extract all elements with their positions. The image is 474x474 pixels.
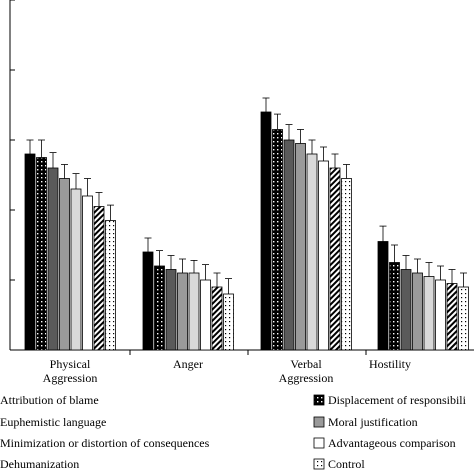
bar — [188, 272, 200, 351]
bar — [165, 269, 177, 351]
legend-label: Advantageous comparison — [328, 436, 456, 450]
bar — [47, 167, 59, 351]
legend-label: Displacement of responsibili — [328, 393, 467, 407]
bar — [318, 160, 329, 351]
bar — [177, 272, 188, 351]
legend-label: Minimization or distortion of consequenc… — [0, 436, 210, 450]
error-bar — [72, 173, 80, 189]
bar — [59, 178, 70, 351]
error-bar — [190, 259, 198, 273]
error-bar — [179, 258, 186, 273]
category-label: Physical — [50, 357, 91, 371]
error-bar — [425, 262, 433, 277]
bar — [70, 188, 82, 351]
error-bar — [84, 178, 91, 196]
bar — [36, 157, 47, 351]
bar — [260, 111, 272, 351]
bar-series — [24, 111, 469, 351]
bar — [283, 139, 295, 351]
error-bar — [225, 278, 232, 294]
legend-label: Dehumanization — [0, 457, 79, 471]
error-bar — [331, 153, 339, 168]
bar — [142, 251, 154, 351]
error-bar — [202, 264, 209, 280]
error-bar — [391, 244, 398, 263]
bar — [306, 153, 318, 351]
legend-swatch — [313, 437, 325, 449]
error-bar — [156, 250, 163, 266]
error-bar — [414, 258, 421, 273]
legend: Attribution of blame Euphemistic language… — [0, 393, 467, 471]
bar — [272, 129, 283, 351]
y-axis-ticks — [10, 0, 15, 351]
legend-swatch — [313, 416, 325, 428]
legend-label: Moral justification — [328, 415, 418, 429]
legend-swatch — [313, 394, 325, 406]
bar — [329, 167, 341, 351]
error-bar — [144, 237, 152, 252]
bar — [446, 283, 458, 351]
error-bar — [460, 272, 467, 287]
category-label: Aggression — [279, 371, 334, 385]
bar — [24, 153, 36, 351]
bar — [423, 276, 435, 351]
error-bar — [95, 192, 103, 207]
bar — [295, 143, 306, 351]
error-bar — [320, 146, 327, 161]
bar — [377, 241, 389, 351]
category-label: Aggression — [43, 371, 98, 385]
error-bar — [107, 204, 114, 221]
bar — [412, 272, 423, 351]
legend-label: Euphemistic language — [0, 415, 106, 429]
bar — [458, 286, 469, 351]
legend-label: Attribution of blame — [0, 393, 99, 407]
error-bar — [343, 164, 350, 179]
bar — [82, 195, 93, 351]
error-bar — [297, 129, 304, 144]
category-label: Hostility — [369, 357, 411, 371]
error-bar — [26, 139, 34, 154]
error-bar — [402, 255, 410, 270]
error-bar — [49, 152, 57, 168]
error-bar — [285, 124, 293, 140]
error-bar — [448, 269, 456, 284]
legend-swatch — [313, 458, 325, 470]
error-bar — [213, 272, 221, 287]
category-label: Anger — [173, 357, 203, 371]
bar — [341, 178, 352, 351]
bar — [223, 293, 234, 351]
error-bar — [61, 164, 68, 179]
error-bar — [274, 113, 281, 130]
error-bar — [437, 265, 444, 280]
bar — [389, 262, 400, 351]
error-bar — [308, 139, 316, 154]
bar — [93, 206, 105, 351]
bar — [211, 286, 223, 351]
error-bar — [38, 139, 45, 158]
error-bar — [379, 225, 387, 242]
legend-label: Control — [328, 457, 365, 471]
bar — [400, 269, 412, 351]
bar — [105, 220, 116, 351]
y-axis — [9, 0, 15, 351]
x-axis-ticks — [129, 350, 367, 355]
bar — [200, 279, 211, 351]
category-label: Verbal — [290, 357, 322, 371]
bar — [154, 265, 165, 351]
bar — [435, 279, 446, 351]
error-bar — [262, 97, 270, 112]
error-bars — [26, 97, 467, 294]
error-bar — [167, 255, 175, 270]
